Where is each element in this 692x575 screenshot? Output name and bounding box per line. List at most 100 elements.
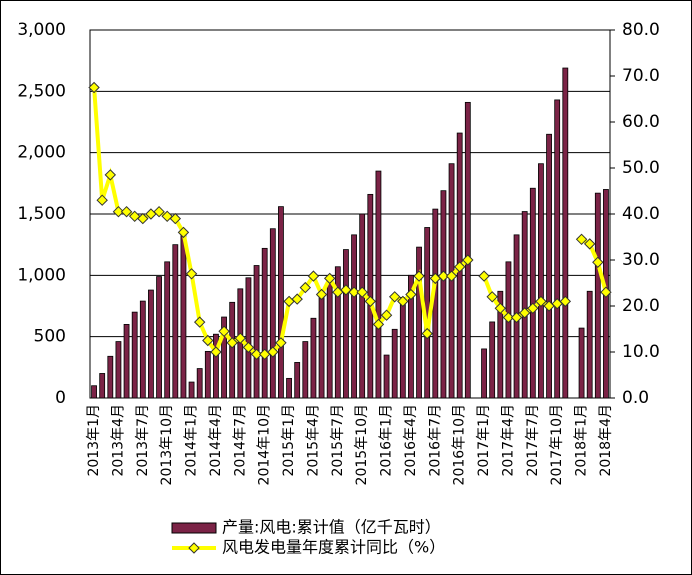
x-tick-label: 2017年7月 bbox=[525, 404, 541, 477]
marker bbox=[177, 226, 190, 239]
bar bbox=[334, 266, 341, 399]
marker bbox=[234, 332, 247, 344]
y2-tick-label: 60.0 bbox=[622, 112, 660, 132]
bar bbox=[505, 261, 512, 399]
bar bbox=[383, 354, 390, 399]
bar bbox=[269, 228, 276, 399]
x-tick-label: 2014年10月 bbox=[257, 404, 273, 485]
marker bbox=[242, 341, 255, 354]
marker bbox=[169, 212, 182, 225]
bar bbox=[326, 281, 333, 399]
x-tick-label: 2017年1月 bbox=[476, 404, 492, 477]
bar bbox=[196, 368, 203, 399]
marker bbox=[112, 205, 125, 218]
marker bbox=[518, 307, 531, 319]
bar bbox=[148, 289, 154, 399]
marker bbox=[202, 334, 214, 347]
bar bbox=[351, 234, 357, 399]
bar bbox=[204, 350, 211, 399]
marker bbox=[364, 295, 377, 308]
bar bbox=[107, 355, 114, 399]
marker bbox=[185, 268, 198, 280]
marker bbox=[397, 295, 409, 308]
marker bbox=[380, 309, 393, 321]
y2-tick-label: 80.0 bbox=[622, 20, 660, 40]
x-tick-label: 2013年4月 bbox=[110, 404, 126, 477]
bar bbox=[261, 247, 268, 399]
marker bbox=[486, 291, 498, 303]
y2-tick-label: 10.0 bbox=[622, 342, 660, 362]
x-tick-label: 2017年4月 bbox=[500, 404, 516, 477]
marker bbox=[120, 205, 133, 218]
marker bbox=[307, 270, 320, 282]
marker bbox=[104, 169, 117, 181]
bar bbox=[302, 341, 309, 399]
bar bbox=[123, 323, 130, 399]
marker bbox=[583, 238, 596, 250]
x-tick-label: 2018年1月 bbox=[574, 404, 590, 477]
marker bbox=[128, 210, 141, 223]
bar bbox=[310, 317, 317, 399]
marker bbox=[96, 194, 108, 206]
x-tick-label: 2016年1月 bbox=[379, 404, 395, 477]
legend-marker bbox=[188, 542, 200, 554]
marker bbox=[348, 286, 360, 298]
marker bbox=[559, 295, 572, 308]
bar bbox=[399, 297, 406, 399]
bar bbox=[497, 290, 504, 399]
bar bbox=[253, 265, 260, 399]
bar bbox=[91, 385, 97, 399]
y-tick-label: 2,000 bbox=[17, 143, 66, 163]
y-tick-label: 1,500 bbox=[17, 204, 66, 224]
marker bbox=[453, 261, 466, 273]
x-tick-label: 2015年4月 bbox=[305, 404, 321, 477]
x-tick-label: 2018年4月 bbox=[598, 404, 614, 477]
bar bbox=[180, 231, 187, 399]
x-tick-label: 2015年7月 bbox=[330, 404, 346, 477]
marker bbox=[137, 212, 149, 225]
bar bbox=[115, 341, 122, 399]
marker bbox=[88, 81, 100, 94]
x-tick-label: 2016年4月 bbox=[403, 404, 419, 477]
bar bbox=[99, 373, 106, 399]
marker bbox=[210, 346, 222, 358]
marker bbox=[600, 286, 612, 298]
bar bbox=[172, 244, 179, 399]
y-tick-label: 2,500 bbox=[17, 81, 66, 101]
marker bbox=[218, 325, 230, 338]
marker bbox=[445, 270, 458, 282]
bar bbox=[562, 67, 569, 399]
bar bbox=[221, 316, 227, 399]
bar bbox=[586, 290, 593, 399]
bar bbox=[594, 192, 601, 399]
y2-tick-label: 20.0 bbox=[622, 296, 660, 316]
marker bbox=[413, 270, 425, 282]
marker bbox=[267, 346, 279, 358]
y2-tick-label: 70.0 bbox=[622, 66, 660, 86]
marker bbox=[388, 291, 401, 303]
x-tick-label: 2017年10月 bbox=[549, 404, 565, 485]
x-tick-label: 2015年10月 bbox=[354, 404, 370, 485]
bar bbox=[546, 133, 552, 399]
bar bbox=[229, 301, 236, 399]
x-tick-label: 2013年1月 bbox=[86, 404, 102, 477]
bar bbox=[156, 276, 162, 399]
bar bbox=[538, 163, 544, 399]
y2-tick-label: 0.0 bbox=[622, 388, 649, 408]
marker bbox=[161, 210, 173, 223]
bar bbox=[164, 261, 171, 399]
marker bbox=[405, 288, 417, 301]
marker bbox=[315, 288, 328, 301]
bar bbox=[391, 328, 398, 399]
y2-tick-label: 40.0 bbox=[622, 204, 660, 224]
marker bbox=[421, 327, 433, 340]
marker bbox=[510, 311, 523, 324]
bar bbox=[139, 300, 146, 399]
legend-label: 产量:风电:累计值（亿千瓦时） bbox=[222, 518, 441, 537]
legend-label: 风电发电量年度累计同比（%） bbox=[222, 538, 445, 557]
marker bbox=[478, 270, 490, 282]
bar bbox=[554, 99, 561, 399]
bar bbox=[529, 187, 536, 399]
x-tick-label: 2013年10月 bbox=[159, 404, 175, 485]
